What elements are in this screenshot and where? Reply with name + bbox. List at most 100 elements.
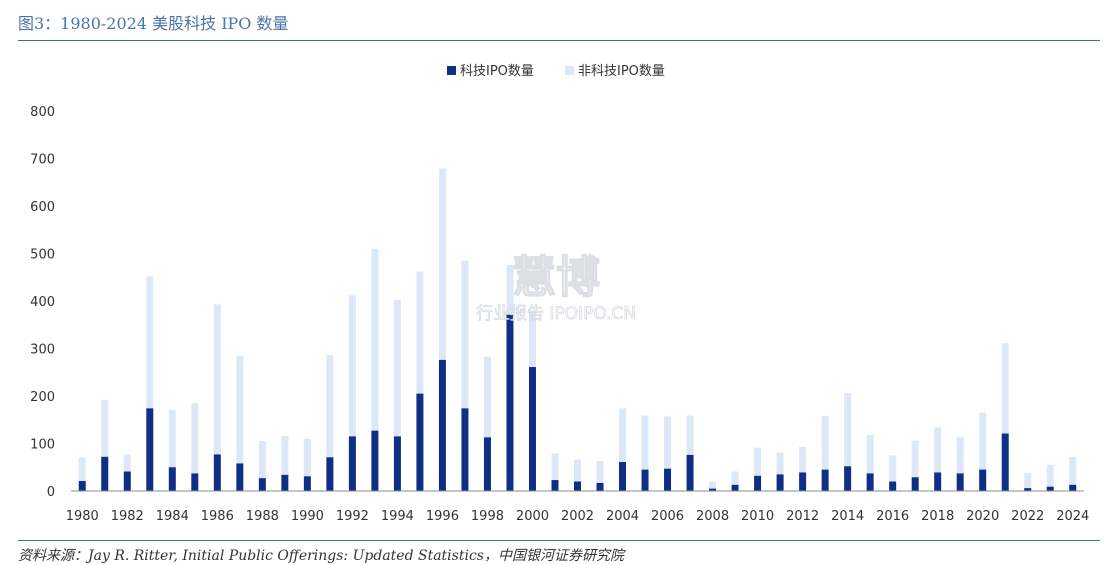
watermark: 慧博 行业报告 IPOIPO.CN (476, 251, 637, 324)
bar-tech-1982 (123, 471, 131, 491)
bar-non-tech-2012 (799, 446, 807, 473)
bar-tech-1989 (281, 474, 289, 491)
x-tick-label: 2000 (516, 509, 549, 524)
bar-tech-1993 (371, 430, 379, 491)
bar-non-tech-1983 (146, 276, 154, 409)
x-tick-label: 1996 (426, 509, 459, 524)
x-tick-label: 1992 (336, 509, 369, 524)
bar-non-tech-1998 (483, 356, 491, 438)
bar-non-tech-1985 (191, 403, 199, 474)
bar-tech-1981 (101, 456, 109, 491)
x-tick-label: 1980 (66, 509, 99, 524)
legend-swatch-tech (447, 66, 456, 75)
bar-non-tech-2008 (709, 481, 717, 489)
bar-tech-1996 (438, 359, 446, 491)
bar-tech-2022 (1024, 488, 1032, 491)
bar-non-tech-1993 (371, 248, 379, 431)
y-tick-label: 100 (30, 438, 55, 453)
bar-non-tech-1987 (236, 356, 244, 464)
y-tick-label: 500 (30, 248, 55, 263)
bar-tech-1995 (416, 393, 424, 491)
x-tick-label: 1986 (201, 509, 234, 524)
bar-non-tech-2023 (1046, 464, 1054, 487)
bar-tech-2024 (1069, 484, 1077, 491)
bar-non-tech-1990 (303, 438, 311, 477)
bar-non-tech-2018 (934, 427, 942, 473)
x-tick-label: 2020 (966, 509, 999, 524)
bar-tech-2010 (754, 475, 762, 491)
x-tick-label: 2010 (741, 509, 774, 524)
x-tick-label: 1990 (291, 509, 324, 524)
y-tick-label: 700 (30, 153, 55, 168)
source-rule (18, 540, 1100, 541)
legend-swatch-non-tech (565, 66, 574, 75)
bar-non-tech-2014 (844, 393, 852, 467)
title-rule (18, 40, 1100, 41)
bar-tech-2016 (889, 481, 897, 491)
bar-tech-1998 (483, 437, 491, 491)
y-tick-label: 200 (30, 390, 55, 405)
bar-non-tech-2003 (596, 461, 604, 483)
bar-non-tech-2004 (619, 408, 627, 463)
bar-non-tech-2005 (641, 415, 649, 470)
bar-non-tech-1982 (123, 454, 131, 472)
bar-non-tech-1992 (348, 295, 356, 437)
bar-tech-2001 (551, 480, 559, 491)
x-tick-label: 1982 (111, 509, 144, 524)
bar-tech-2011 (776, 474, 784, 491)
bar-non-tech-2015 (866, 434, 874, 474)
x-tick-label: 1994 (381, 509, 414, 524)
x-tick-label: 2014 (831, 509, 864, 524)
bar-tech-2023 (1046, 486, 1054, 491)
x-tick-label: 1984 (156, 509, 189, 524)
y-tick-label: 400 (30, 295, 55, 310)
bar-non-tech-2020 (979, 412, 987, 470)
x-tick-label: 2022 (1011, 509, 1044, 524)
bar-non-tech-2024 (1069, 456, 1077, 485)
bars (78, 168, 1077, 491)
bar-non-tech-1986 (213, 304, 221, 455)
y-axis: 0 100 200 300 400 500 600 700 800 (30, 105, 55, 500)
bar-non-tech-2011 (776, 452, 784, 475)
bar-non-tech-2010 (754, 447, 762, 476)
bar-non-tech-2000 (528, 310, 536, 368)
bar-non-tech-1984 (168, 409, 176, 468)
bar-tech-2012 (799, 472, 807, 491)
x-tick-label: 2006 (651, 509, 684, 524)
bar-tech-1988 (258, 478, 266, 491)
bar-non-tech-2013 (821, 415, 829, 470)
bar-non-tech-2016 (889, 455, 897, 482)
bar-non-tech-1988 (258, 441, 266, 479)
bar-tech-1991 (326, 457, 334, 491)
bar-tech-2013 (821, 469, 829, 491)
bar-non-tech-2009 (731, 471, 739, 485)
y-tick-label: 800 (30, 105, 55, 120)
bar-tech-1986 (213, 454, 221, 491)
bar-non-tech-2022 (1024, 472, 1032, 489)
bar-non-tech-2002 (574, 459, 581, 482)
watermark-text: 行业报告 IPOIPO.CN (476, 304, 636, 324)
bar-tech-2009 (731, 484, 739, 491)
bar-non-tech-2017 (911, 440, 919, 478)
x-tick-label: 2008 (696, 509, 729, 524)
bar-non-tech-2019 (956, 437, 964, 474)
x-tick-label: 2016 (876, 509, 909, 524)
x-tick-label: 2002 (561, 509, 594, 524)
bar-tech-2015 (866, 473, 874, 491)
x-tick-label: 2012 (786, 509, 819, 524)
bar-non-tech-1980 (78, 457, 86, 482)
bar-tech-2017 (911, 477, 919, 491)
bar-tech-1984 (168, 467, 176, 491)
bar-tech-1997 (461, 408, 469, 491)
x-tick-label: 1988 (246, 509, 279, 524)
bar-tech-2000 (528, 367, 536, 491)
bar-tech-1994 (393, 436, 401, 491)
x-tick-label: 2024 (1056, 509, 1089, 524)
x-tick-label: 2004 (606, 509, 639, 524)
bar-tech-2008 (709, 488, 717, 491)
x-tick-label: 2018 (921, 509, 954, 524)
source-note: 资料来源：Jay R. Ritter, Initial Public Offer… (18, 548, 624, 564)
bar-tech-2014 (844, 466, 852, 491)
bar-tech-1985 (191, 473, 199, 491)
bar-non-tech-1999 (506, 264, 514, 315)
